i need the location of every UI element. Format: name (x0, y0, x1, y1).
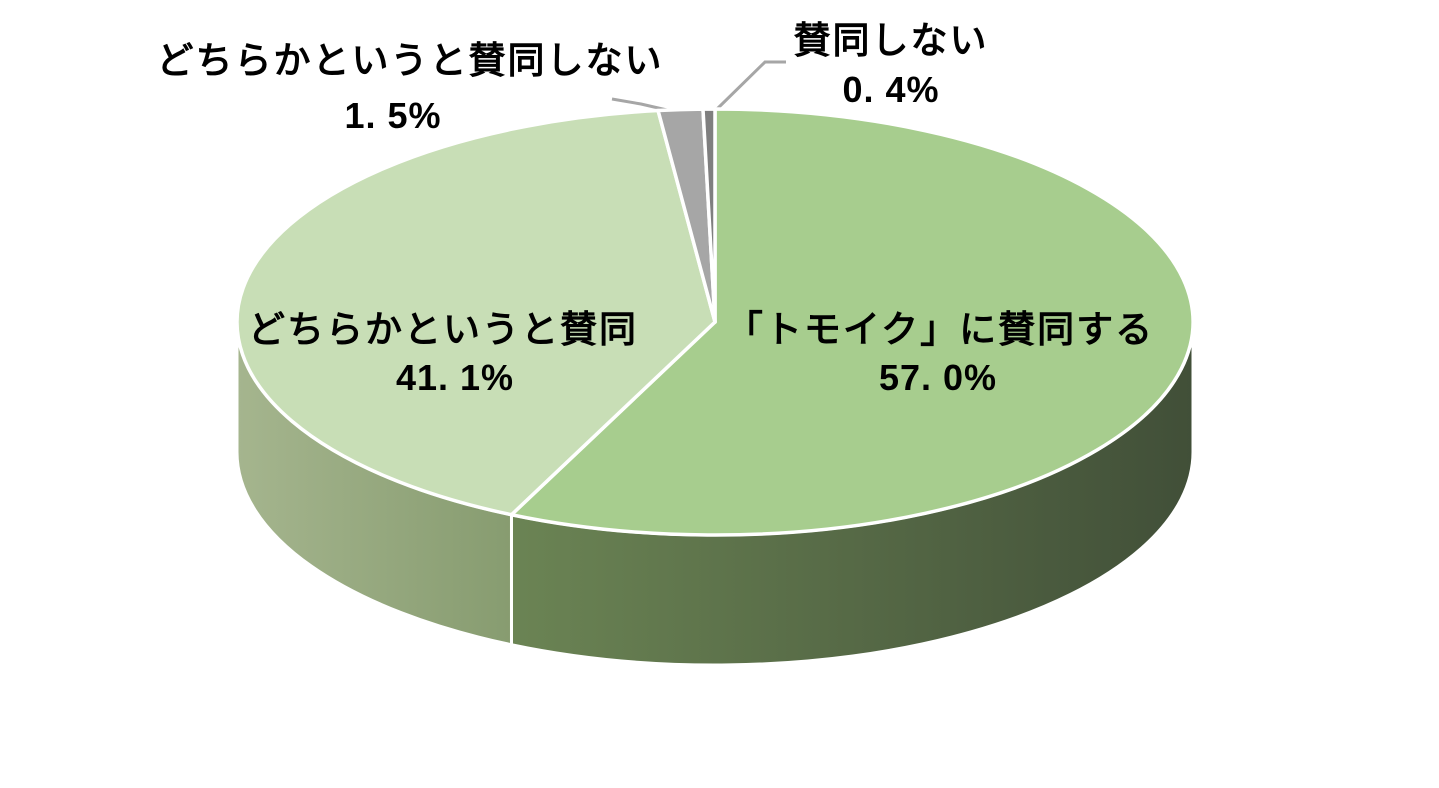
pie-slice-3 (701, 107, 717, 324)
pie-slice-0 (509, 107, 1195, 537)
slice-label-rather-disagree: どちらかというと賛同しない (156, 40, 664, 81)
slice-label-agree: 「トモイク」に賛同する (725, 309, 1155, 350)
slice-percent-disagree: 0. 4% (842, 69, 940, 110)
leader-line-1 (715, 60, 786, 111)
slice-percent-agree: 57. 0% (878, 357, 998, 398)
slice-label-rather-agree: どちらかというと賛同 (248, 309, 638, 350)
slice-label-disagree: 賛同しない (793, 20, 989, 61)
slice-percent-rather-disagree: 1. 5% (344, 95, 442, 136)
pie-slice-1 (235, 108, 717, 517)
slice-percent-rather-agree: 41. 1% (395, 357, 515, 398)
leader-line-0 (611, 97, 668, 112)
